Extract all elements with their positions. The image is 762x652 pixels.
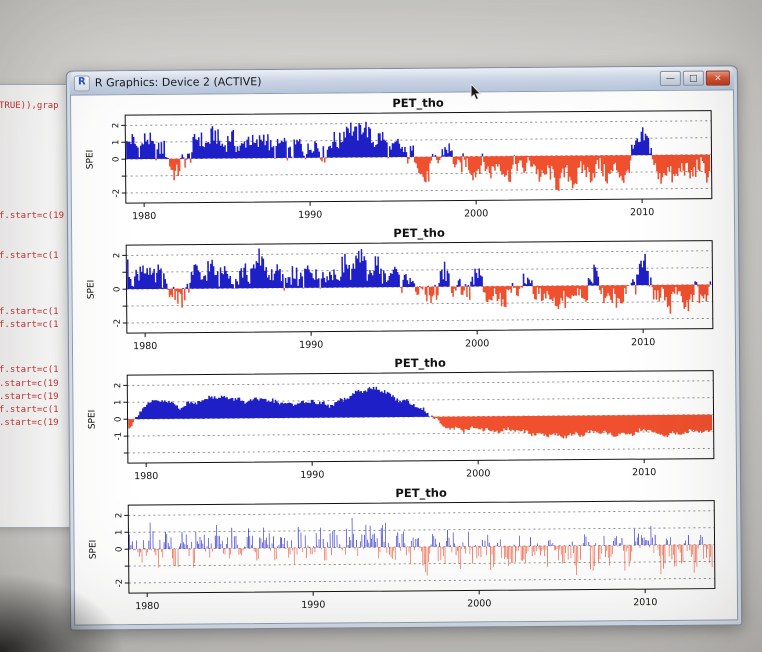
spei-plot-3: 1980 1990 2000 2010 -1 0 1 2 PET_tho SPEI (87, 356, 715, 482)
mouse-cursor (470, 84, 482, 101)
code-line: .start=c(19 (0, 379, 59, 389)
x-tick-label: 1990 (300, 470, 324, 481)
r-graphics-window: R R Graphics: Device 2 (ACTIVE) — □ × 19… (65, 65, 743, 631)
plot-frame (127, 500, 716, 594)
negative-series (155, 154, 711, 191)
code-line: f.start=c(1 (0, 307, 59, 317)
plot-title: PET_tho (392, 96, 444, 111)
maximize-icon: □ (689, 73, 698, 84)
x-tick-label: 1980 (134, 471, 158, 482)
gridline (125, 120, 712, 126)
y-axis-label: SPEI (87, 410, 97, 430)
code-line: .start=c(19 (0, 392, 59, 402)
y-tick-label: 0 (114, 416, 124, 422)
gridline (126, 250, 713, 256)
y-tick-label: 1 (113, 400, 123, 406)
code-line: TRUE)),grap (0, 101, 59, 111)
y-tick-label: 2 (112, 253, 122, 259)
r-logo-icon: R (73, 74, 90, 92)
y-tick-label: -1 (114, 432, 124, 441)
x-tick-label: 2010 (631, 337, 655, 348)
y-tick-label: 1 (114, 530, 124, 536)
gridline (128, 561, 715, 567)
plot-title: PET_tho (394, 356, 446, 371)
y-axis-label: SPEI (86, 280, 96, 300)
y-tick-label: -2 (113, 319, 123, 328)
y-tick-label: -2 (115, 579, 125, 588)
code-line: f.start=c(1 (0, 320, 59, 330)
positive-series (126, 121, 652, 160)
gridline (128, 510, 715, 516)
gridline (126, 317, 713, 324)
y-tick-label: 2 (114, 513, 124, 519)
y-axis-label: SPEI (85, 150, 95, 170)
gridline (125, 187, 712, 194)
code-line: .start=c(19 (0, 418, 59, 428)
y-tick-label: 0 (115, 546, 125, 552)
code-line: f.start=c(1 (0, 405, 59, 415)
gridline (128, 577, 715, 584)
x-tick-label: 2000 (465, 338, 489, 349)
y-tick-label: -2 (112, 189, 122, 198)
minimize-button[interactable]: — (659, 70, 681, 86)
x-tick-label: 2000 (464, 208, 488, 219)
x-tick-label: 1980 (135, 601, 159, 612)
spei-plot-2: 1980 1990 2000 2010 -2 0 2 PET_tho SPEI (86, 226, 714, 352)
close-button[interactable]: × (705, 70, 730, 86)
gridline (127, 447, 714, 454)
positive-series (129, 518, 703, 550)
x-tick-label: 1990 (298, 210, 322, 221)
code-line: f.start=c(19 (0, 211, 65, 221)
x-tick-label: 2010 (632, 467, 656, 478)
gridline (127, 380, 714, 386)
y-tick-label: 0 (111, 157, 121, 163)
x-tick-label: 2000 (466, 468, 490, 479)
y-tick-label: 0 (113, 286, 123, 292)
plot-title: PET_tho (395, 486, 447, 501)
x-tick-label: 1980 (133, 341, 157, 352)
window-title: R Graphics: Device 2 (ACTIVE) (94, 75, 262, 90)
x-tick-label: 1990 (299, 340, 323, 351)
y-tick-label: 1 (111, 140, 121, 146)
plot-title: PET_tho (393, 226, 445, 241)
negative-series (167, 284, 710, 314)
x-tick-label: 2010 (633, 597, 657, 608)
caption-buttons: — □ × (659, 70, 730, 86)
code-line: f.start=c(1 (0, 365, 59, 375)
spei-plot-4: 1980 1990 2000 2010 -2 0 1 2 PET_tho SPEI (88, 486, 716, 612)
minimize-icon: — (665, 73, 675, 84)
negative-series (128, 414, 713, 439)
gridline (126, 301, 713, 307)
x-tick-label: 1980 (132, 211, 156, 222)
x-tick-label: 2000 (467, 598, 491, 609)
y-tick-label: 2 (111, 123, 121, 129)
spei-plot-1: 1980 1990 2000 2010 -2 0 1 2 PET_tho SPEI (85, 96, 713, 222)
maximize-button[interactable]: □ (682, 70, 704, 86)
y-axis-label: SPEI (88, 540, 98, 560)
code-line: f.start=c(1 (0, 251, 59, 261)
plots-area: 1980 1990 2000 2010 -2 0 1 2 PET_tho SPEI 1980 1990… (69, 89, 739, 626)
x-tick-label: 2010 (630, 207, 654, 218)
close-icon: × (714, 72, 722, 84)
y-tick-label: 2 (113, 383, 123, 389)
positive-series (133, 386, 433, 420)
positive-series (126, 248, 712, 290)
x-tick-label: 1990 (301, 600, 325, 611)
negative-series (133, 544, 713, 576)
